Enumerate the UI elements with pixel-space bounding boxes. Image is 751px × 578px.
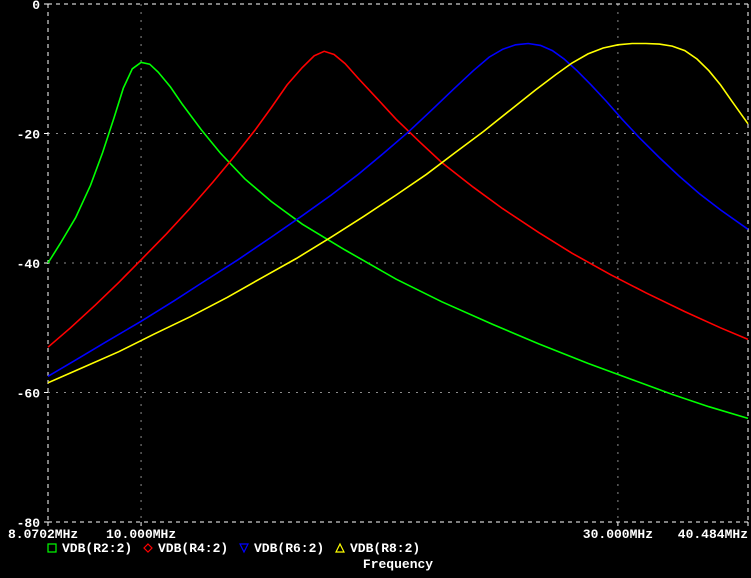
chart-container: 0-20-40-60-808.0702MHz10.000MHz30.000MHz… bbox=[0, 0, 751, 578]
legend-label: VDB(R4:2) bbox=[158, 541, 228, 556]
y-tick-label: -20 bbox=[17, 128, 41, 143]
x-tick-label: 8.0702MHz bbox=[8, 527, 78, 542]
y-tick-label: -60 bbox=[17, 387, 41, 402]
x-tick-label: 30.000MHz bbox=[583, 527, 653, 542]
x-axis-label: Frequency bbox=[363, 557, 433, 572]
legend-label: VDB(R8:2) bbox=[350, 541, 420, 556]
legend-label: VDB(R6:2) bbox=[254, 541, 324, 556]
y-tick-label: 0 bbox=[32, 0, 40, 13]
y-tick-label: -40 bbox=[17, 257, 41, 272]
frequency-response-chart: 0-20-40-60-808.0702MHz10.000MHz30.000MHz… bbox=[0, 0, 751, 578]
x-tick-label: 40.484MHz bbox=[678, 527, 748, 542]
legend-label: VDB(R2:2) bbox=[62, 541, 132, 556]
x-tick-label: 10.000MHz bbox=[106, 527, 176, 542]
